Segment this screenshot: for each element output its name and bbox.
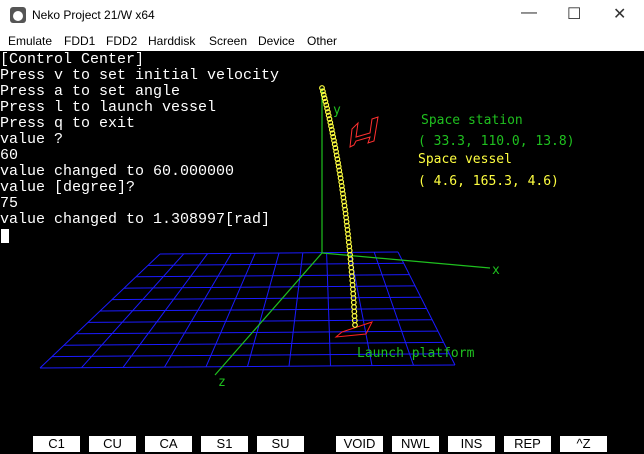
trajectory-dot — [321, 95, 328, 102]
console-output: [Control Center] Press v to set initial v… — [0, 52, 279, 228]
text-cursor — [1, 229, 9, 243]
launch-platform — [334, 321, 373, 338]
vessel-label: Space vessel — [418, 152, 512, 167]
function-key[interactable]: CA — [145, 436, 192, 452]
console-line: Press q to exit — [0, 115, 136, 132]
console-line: 60 — [0, 147, 19, 164]
grid-line — [397, 251, 456, 366]
menu-bar: Emulate FDD1 FDD2 Harddisk Screen Device Other — [0, 30, 644, 51]
trajectory-dot — [335, 159, 342, 166]
trajectory-dot — [338, 182, 345, 189]
space-station — [349, 116, 379, 148]
trajectory-dot — [338, 179, 345, 185]
function-key[interactable]: INS — [448, 436, 495, 452]
function-key[interactable]: REP — [504, 436, 551, 452]
scene-3d: y x z Space station ( 33.3, 110.0, 13.8)… — [39, 85, 575, 390]
trajectory-dot — [331, 141, 338, 148]
grid-line — [87, 319, 433, 323]
trajectory-dot — [331, 137, 337, 144]
close-button[interactable]: ✕ — [613, 6, 627, 23]
console-line: Press v to set initial velocity — [0, 67, 280, 84]
trajectory-dot — [328, 123, 334, 129]
title-bar: Neko Project 21/W x64 — ☐ ✕ — [0, 0, 644, 30]
trajectory-dot — [333, 148, 340, 155]
trajectory-dot — [339, 186, 346, 193]
grid-line — [288, 252, 304, 367]
trajectory-dot — [335, 163, 342, 170]
menu-item[interactable]: Emulate — [8, 34, 53, 48]
trajectory-dot — [329, 130, 336, 137]
minimize-button[interactable]: — — [521, 4, 537, 21]
function-key[interactable]: CU — [89, 436, 136, 452]
grid-line — [75, 330, 438, 335]
trajectory-dot — [328, 126, 335, 133]
console-line: value changed to 1.308997[rad] — [0, 211, 271, 228]
function-key[interactable]: ^Z — [560, 436, 607, 452]
trajectory-dot — [340, 194, 347, 201]
trajectory-dot — [337, 175, 344, 181]
console-line: Press l to launch vessel — [0, 99, 217, 116]
maximize-button[interactable]: ☐ — [567, 6, 582, 23]
trajectory-dot — [324, 105, 331, 112]
trajectory-dot — [340, 190, 346, 197]
platform-label: Launch platform — [357, 346, 475, 361]
vessel-coords: ( 4.6, 165.3, 4.6) — [418, 174, 559, 189]
trajectory-dot — [326, 116, 333, 122]
function-key[interactable]: S1 — [201, 436, 248, 452]
console-line: value changed to 60.000000 — [0, 163, 235, 180]
console-line: value [degree]? — [0, 179, 136, 196]
console-line: Press a to set angle — [0, 83, 181, 100]
trajectory-dot — [336, 167, 343, 174]
app-icon — [10, 7, 26, 23]
trajectory-dot — [323, 102, 330, 108]
emulator-screen: y x z Space station ( 33.3, 110.0, 13.8)… — [0, 51, 644, 454]
trajectory-dot — [322, 98, 329, 105]
function-key[interactable]: NWL — [392, 436, 439, 452]
grid-line — [326, 252, 331, 366]
trajectory-dot — [327, 119, 334, 126]
console-line: 75 — [0, 195, 19, 212]
trajectory-dot — [320, 91, 327, 98]
console-line: value ? — [0, 131, 64, 148]
trajectory-dot — [337, 171, 343, 178]
station-label: Space station — [421, 113, 523, 128]
trajectory-dot — [325, 112, 332, 119]
menu-item[interactable]: FDD1 — [64, 34, 96, 48]
trajectory-dot — [334, 156, 341, 162]
grid-line — [373, 252, 414, 366]
grid-line — [39, 364, 456, 369]
y-axis-label: y — [333, 103, 341, 118]
menu-item[interactable]: Other — [307, 34, 338, 48]
grid-line — [51, 353, 450, 358]
trajectory-dot — [319, 85, 325, 91]
trajectory-dot — [332, 144, 339, 151]
window-title: Neko Project 21/W x64 — [32, 8, 155, 22]
function-key[interactable]: C1 — [33, 436, 80, 452]
z-axis-label: z — [218, 375, 226, 390]
function-key[interactable]: SU — [257, 436, 304, 452]
x-axis-line — [321, 252, 491, 269]
grid-line — [247, 252, 280, 367]
console-line: [Control Center] — [0, 51, 145, 68]
menu-item[interactable]: Screen — [209, 34, 248, 48]
trajectory-dot — [320, 88, 326, 95]
menu-item[interactable]: FDD2 — [106, 34, 138, 48]
station-coords: ( 33.3, 110.0, 13.8) — [418, 134, 575, 149]
grid-line — [63, 341, 444, 346]
trajectory-dot — [325, 109, 331, 115]
z-axis-line — [214, 252, 323, 376]
trajectory-dot — [330, 133, 337, 140]
trajectory-dot — [333, 152, 340, 159]
menu-item[interactable]: Device — [258, 34, 295, 48]
function-key[interactable]: VOID — [336, 436, 383, 452]
x-axis-label: x — [492, 263, 500, 278]
menu-item[interactable]: Harddisk — [148, 34, 196, 48]
